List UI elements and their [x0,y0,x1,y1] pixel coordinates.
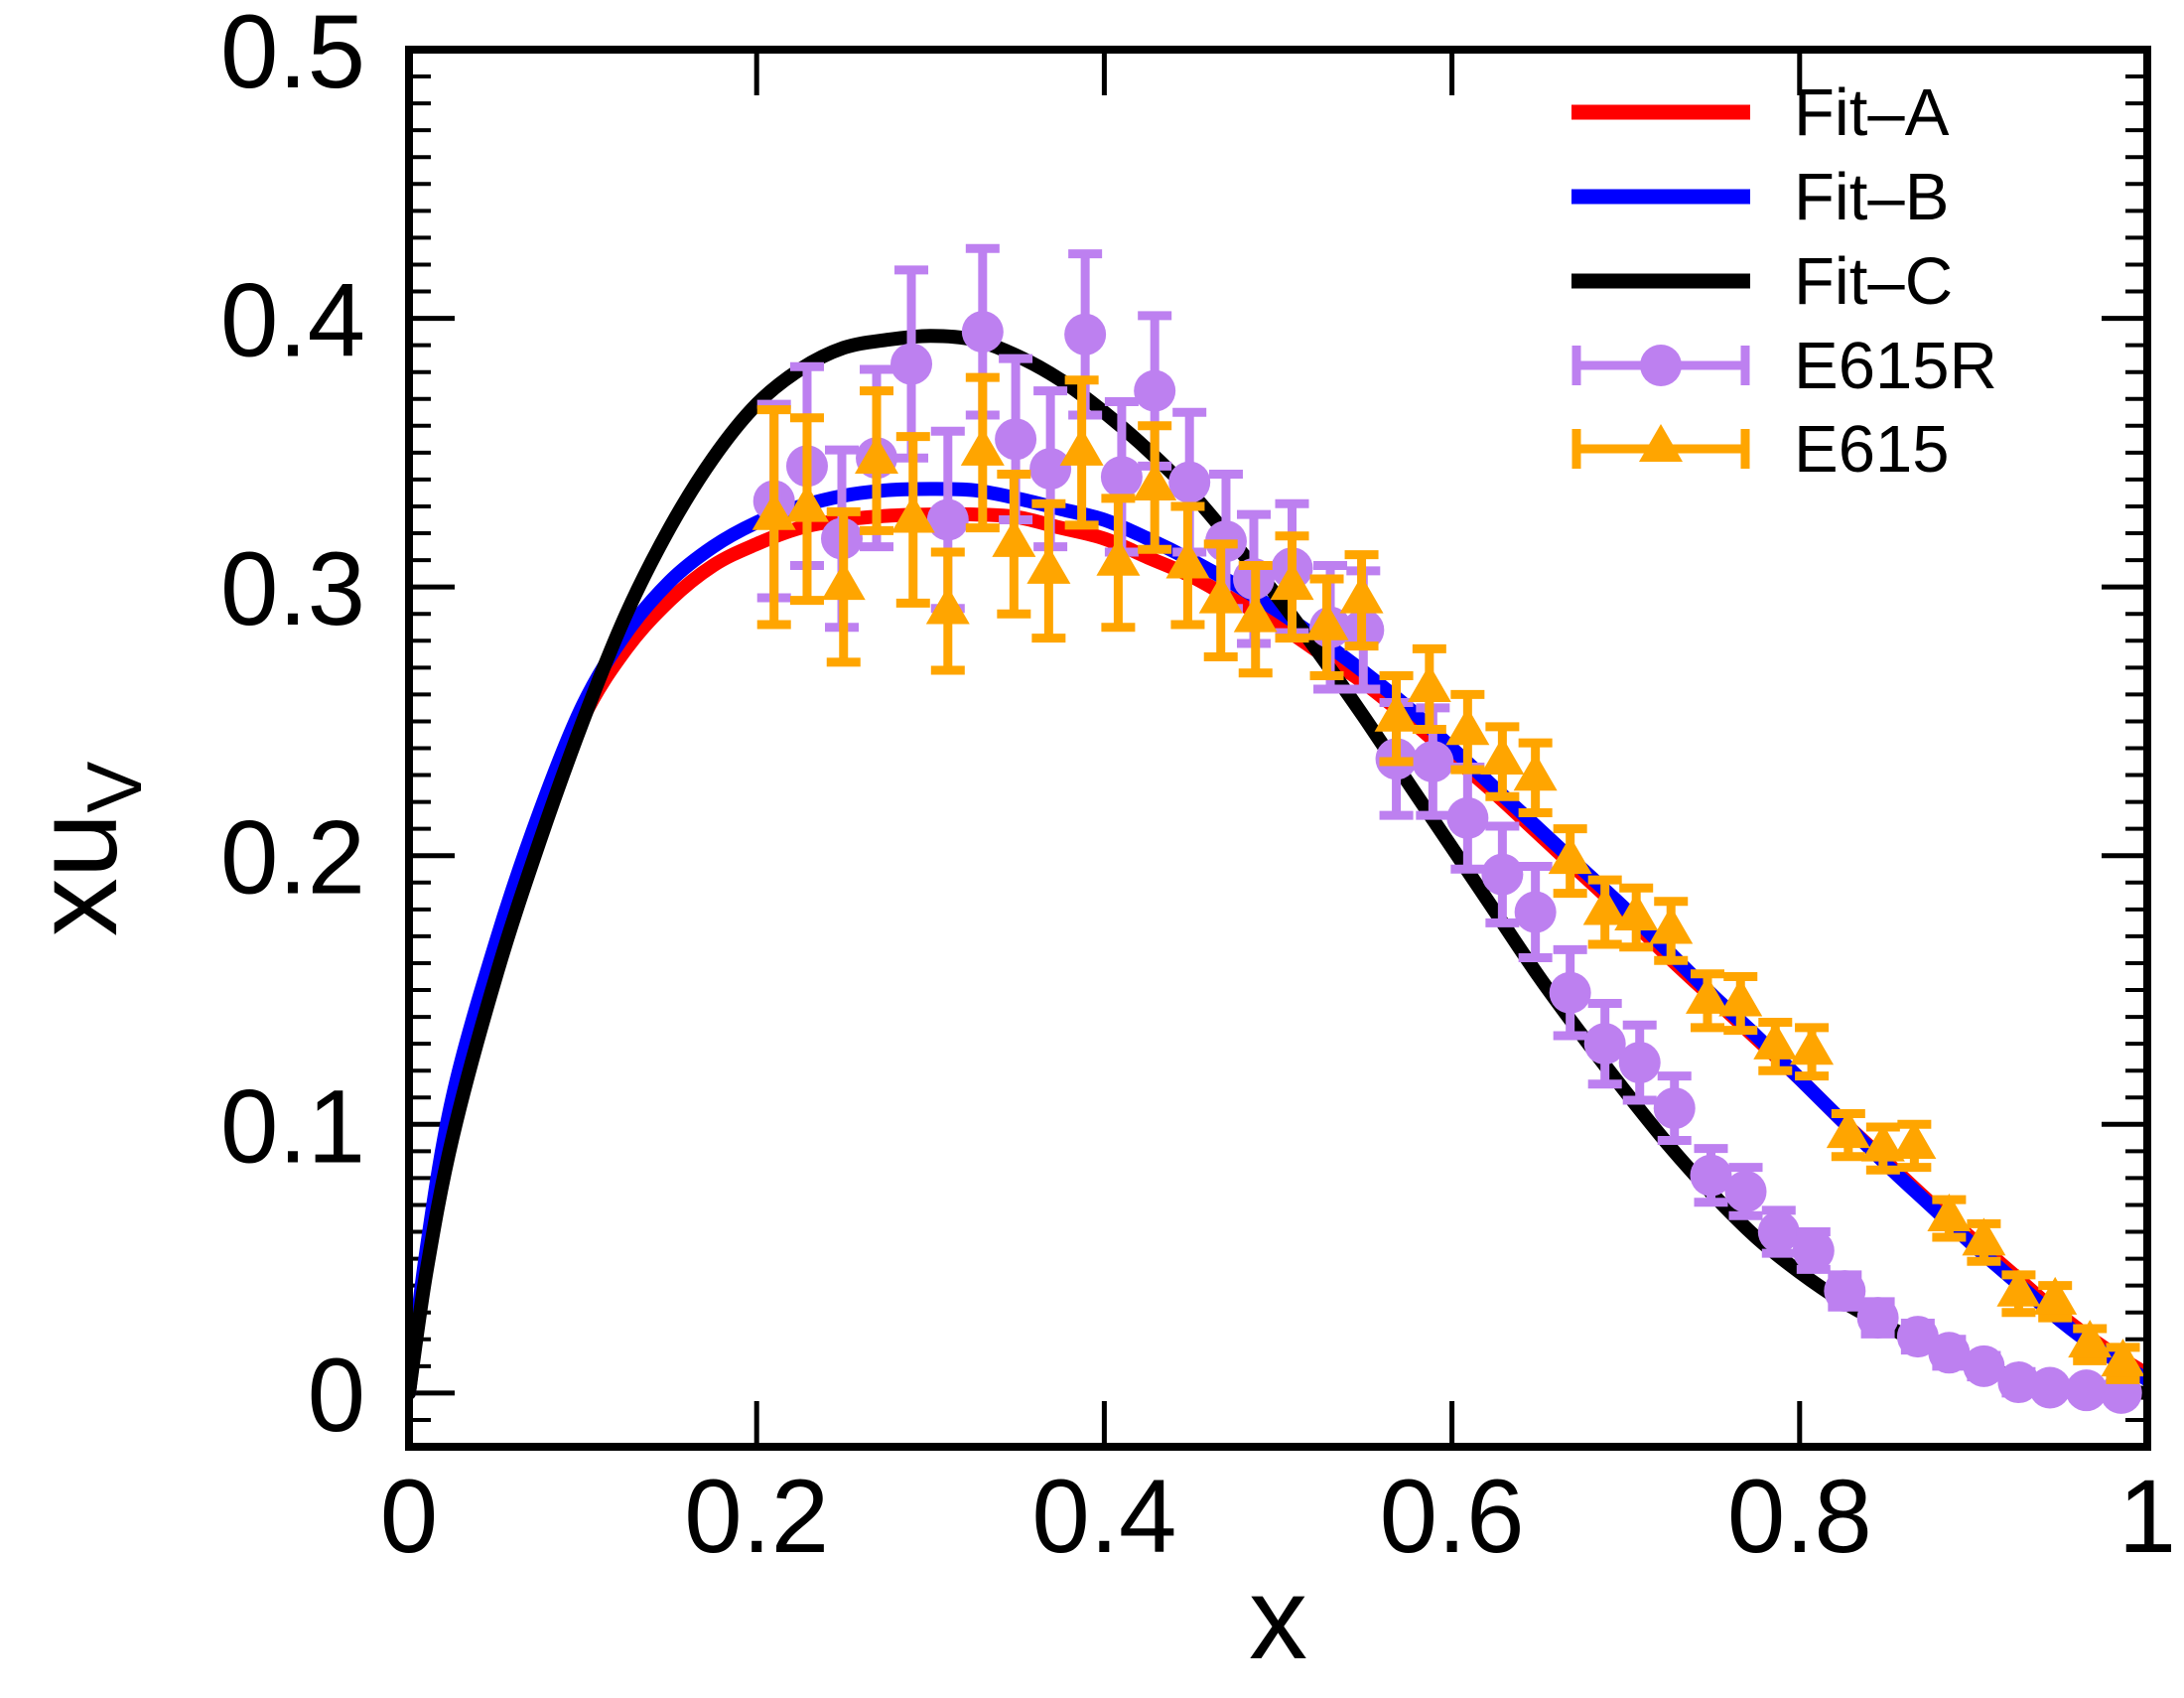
data-point-e615 [1892,1120,1937,1159]
data-point-e615 [1826,1110,1870,1149]
data-point-e615r [1064,313,1107,355]
data-point-e615 [1233,594,1278,633]
data-point-e615r [1928,1332,1971,1374]
data-point-e615 [1685,975,1729,1014]
data-point-e615 [751,492,796,530]
data-point-e615r [1896,1316,1939,1358]
data-point-e615 [1374,693,1419,732]
data-point-e615r [2065,1369,2108,1412]
data-point-e615 [1096,537,1141,576]
data-point-e615 [1270,562,1314,601]
y-tick-label: 0.2 [220,800,365,917]
x-tick-label: 0.4 [1031,1459,1176,1575]
x-tick-label: 0.6 [1380,1459,1525,1575]
data-point-e615 [1165,540,1210,579]
y-tick-label: 0.1 [220,1068,365,1185]
data-point-e615r [1446,796,1489,839]
data-point-e615r [1757,1210,1800,1253]
series-e615 [751,372,2145,1384]
y-tick-label: 0.5 [220,0,365,110]
plot-frame [405,46,2151,1451]
y-tick-label: 0.4 [220,263,365,379]
data-point-e615 [1927,1194,1972,1232]
data-point-e615 [1445,707,1490,746]
x-tick-label: 0 [380,1459,438,1575]
y-axis-title-main: xu [11,812,143,937]
data-point-e615r [1549,971,1591,1014]
data-point-e615 [1753,1021,1798,1060]
data-point-e615 [1718,978,1763,1017]
x-axis-title: x [1249,1553,1307,1684]
data-point-e615 [1996,1268,2041,1307]
data-point-e615 [784,484,829,522]
data-point-e615 [2033,1276,2078,1315]
data-point-e615r [1724,1170,1767,1212]
data-point-e615r [961,311,1004,354]
axis-ticks [406,47,2150,1449]
data-point-e615 [992,518,1036,557]
data-point-e615r [1168,461,1211,503]
data-point-e615 [1304,602,1349,640]
x-tick-label: 0.8 [1727,1459,1872,1575]
data-point-e615r [995,418,1037,461]
data-point-e615 [821,562,866,601]
data-point-e615 [1133,463,1177,501]
data-point-e615r [1856,1297,1899,1340]
series-layer [409,243,2147,1414]
y-axis-title: xuV [9,762,160,937]
data-point-e615 [925,586,970,625]
y-tick-label: 0.3 [220,531,365,647]
data-point-e615 [960,427,1005,466]
data-point-e615 [1198,575,1243,614]
data-point-e615 [1582,887,1627,925]
curve-fit-c [409,329,2147,1400]
data-point-e615 [1790,1027,1835,1065]
data-point-e615 [1614,892,1659,930]
data-point-e615r [1618,1042,1661,1084]
data-point-e615r [1583,1023,1626,1065]
data-point-e615r [1653,1087,1696,1130]
data-point-e615r [926,498,969,541]
data-point-e615r [2028,1366,2071,1409]
data-point-e615 [855,435,899,474]
data-point-e615r [1514,891,1557,933]
data-point-e615 [2068,1320,2113,1358]
data-point-e615 [1962,1217,2006,1256]
data-point-e615r [1997,1361,2040,1404]
data-point-e615 [1480,737,1525,776]
data-point-e615r [1029,448,1072,491]
y-tick-label: 0 [308,1338,365,1454]
y-axis-title-sub: V [70,761,158,813]
curve-fit-a [409,506,2147,1400]
data-point-e615 [1649,906,1694,944]
data-point-e615r [890,343,933,385]
data-point-e615 [1513,753,1558,791]
data-point-e615r [1412,741,1454,783]
data-point-e615r [1963,1344,2005,1387]
data-point-e615 [1548,836,1592,875]
data-point-e615 [2101,1339,2145,1377]
data-point-e615r [1481,853,1524,896]
data-point-e615 [1339,575,1384,614]
data-point-e615 [890,495,935,533]
data-point-e615r [1792,1229,1835,1272]
data-point-e615 [1407,663,1451,702]
data-point-e615r [1100,456,1143,498]
data-point-e615 [1059,427,1104,466]
x-tick-label: 1 [2118,1459,2176,1575]
data-point-e615r [1824,1270,1866,1313]
data-point-e615r [1134,369,1176,412]
data-point-e615 [1860,1123,1905,1162]
x-tick-label: 0.2 [684,1459,829,1575]
data-point-e615r [1690,1154,1732,1197]
data-point-e615 [1026,545,1071,584]
